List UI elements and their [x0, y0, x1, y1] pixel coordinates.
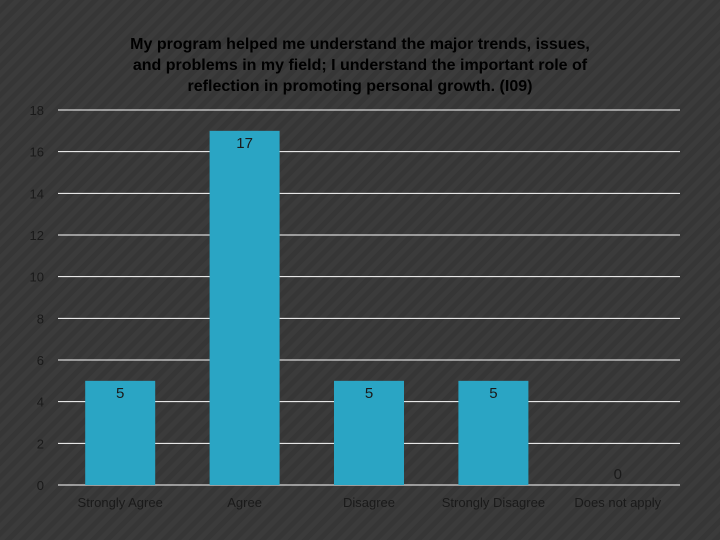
- y-tick-label: 0: [37, 478, 44, 493]
- bar: [85, 380, 156, 485]
- y-tick-label: 10: [30, 270, 44, 285]
- data-label: 0: [614, 466, 622, 483]
- chart-title: My program helped me understand the majo…: [60, 34, 660, 97]
- y-tick-label: 14: [30, 186, 44, 201]
- chart-title-line-2: and problems in my field; I understand t…: [132, 57, 588, 74]
- category-label: Strongly Disagree: [442, 495, 545, 510]
- data-label: 5: [116, 385, 124, 402]
- category-label: Strongly Agree: [78, 495, 163, 510]
- y-tick-label: 16: [30, 145, 44, 160]
- data-label: 5: [489, 385, 497, 402]
- bar: [209, 130, 280, 486]
- y-tick-label: 8: [37, 311, 44, 326]
- y-tick-label: 2: [37, 436, 44, 451]
- chart-title-line-1: My program helped me understand the majo…: [130, 36, 590, 53]
- bars: [85, 130, 529, 486]
- y-tick-label: 4: [37, 395, 44, 410]
- y-tick-label: 12: [30, 228, 44, 243]
- bar: [334, 380, 404, 485]
- category-label: Agree: [227, 495, 262, 510]
- chart-title-line-3: reflection in promoting personal growth.…: [187, 78, 533, 95]
- category-label: Does not apply: [574, 495, 661, 510]
- data-label: 17: [236, 135, 253, 152]
- data-label: 5: [365, 385, 373, 402]
- bar: [458, 380, 529, 485]
- y-tick-label: 6: [37, 353, 44, 368]
- y-axis-ticks: 0 2 4 6 8 10 12 14 16 18: [30, 103, 44, 493]
- y-tick-label: 18: [30, 103, 44, 118]
- gridlines: [58, 109, 680, 486]
- data-labels: 5 17 5 5 0: [116, 135, 622, 483]
- category-label: Disagree: [343, 495, 395, 510]
- x-axis-categories: Strongly Agree Agree Disagree Strongly Disa…: [78, 495, 662, 510]
